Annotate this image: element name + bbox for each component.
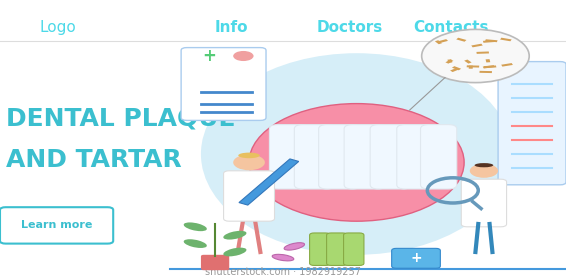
- Ellipse shape: [474, 163, 494, 167]
- FancyBboxPatch shape: [269, 125, 308, 189]
- Text: shutterstock.com · 1982919257: shutterstock.com · 1982919257: [205, 267, 361, 277]
- Text: AND TARTAR: AND TARTAR: [6, 148, 182, 172]
- FancyArrow shape: [450, 68, 459, 72]
- FancyArrow shape: [501, 63, 513, 67]
- FancyBboxPatch shape: [224, 171, 275, 221]
- Text: Info: Info: [215, 20, 248, 35]
- FancyArrow shape: [452, 66, 461, 70]
- FancyBboxPatch shape: [181, 48, 266, 120]
- Circle shape: [233, 51, 254, 61]
- FancyBboxPatch shape: [370, 125, 411, 189]
- Text: +: +: [410, 251, 422, 265]
- FancyBboxPatch shape: [461, 179, 507, 227]
- Ellipse shape: [238, 153, 260, 158]
- FancyArrow shape: [466, 65, 479, 67]
- Ellipse shape: [224, 231, 246, 240]
- Ellipse shape: [272, 254, 294, 261]
- FancyBboxPatch shape: [344, 233, 364, 265]
- FancyArrow shape: [477, 52, 489, 54]
- FancyArrow shape: [456, 38, 466, 42]
- Text: Contacts: Contacts: [413, 20, 488, 35]
- FancyBboxPatch shape: [310, 233, 330, 265]
- FancyArrow shape: [471, 44, 483, 47]
- Text: DENTAL PLAQUE: DENTAL PLAQUE: [6, 106, 235, 130]
- FancyBboxPatch shape: [344, 125, 386, 189]
- FancyArrow shape: [483, 40, 495, 43]
- Ellipse shape: [184, 239, 207, 248]
- FancyBboxPatch shape: [392, 248, 440, 268]
- Text: +: +: [203, 47, 216, 65]
- FancyBboxPatch shape: [397, 125, 435, 189]
- FancyArrow shape: [464, 60, 471, 64]
- FancyArrow shape: [486, 59, 490, 62]
- Ellipse shape: [249, 104, 464, 221]
- FancyBboxPatch shape: [327, 233, 347, 265]
- FancyArrow shape: [479, 71, 492, 73]
- FancyArrow shape: [438, 39, 448, 43]
- FancyArrow shape: [469, 66, 473, 69]
- Text: Learn more: Learn more: [21, 220, 92, 230]
- Ellipse shape: [284, 243, 305, 250]
- FancyArrow shape: [484, 66, 496, 68]
- FancyArrow shape: [500, 38, 512, 41]
- FancyBboxPatch shape: [294, 125, 335, 189]
- FancyArrow shape: [445, 60, 453, 64]
- Circle shape: [470, 164, 498, 178]
- FancyBboxPatch shape: [319, 125, 361, 189]
- FancyBboxPatch shape: [0, 207, 113, 244]
- Ellipse shape: [201, 53, 512, 255]
- FancyBboxPatch shape: [421, 125, 457, 189]
- FancyArrow shape: [448, 59, 452, 63]
- FancyBboxPatch shape: [498, 62, 566, 185]
- Polygon shape: [239, 159, 299, 205]
- Ellipse shape: [184, 222, 207, 231]
- Text: Logo: Logo: [40, 20, 76, 35]
- FancyArrow shape: [483, 65, 495, 69]
- Text: Doctors: Doctors: [317, 20, 383, 35]
- Circle shape: [233, 155, 265, 170]
- FancyBboxPatch shape: [201, 255, 229, 270]
- Circle shape: [422, 29, 529, 83]
- FancyArrow shape: [485, 39, 498, 42]
- Ellipse shape: [224, 248, 246, 256]
- FancyArrow shape: [435, 40, 442, 44]
